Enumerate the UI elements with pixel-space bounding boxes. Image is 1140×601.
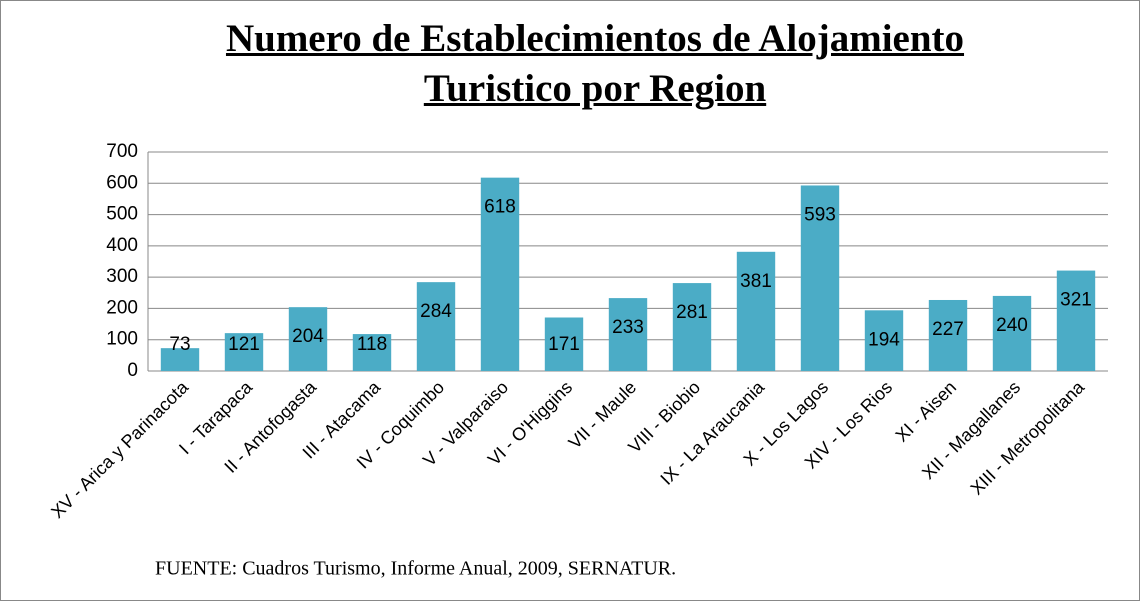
y-tick-label: 600: [106, 172, 138, 193]
data-label: 73: [169, 334, 190, 355]
y-tick-label: 100: [106, 329, 138, 350]
data-label: 118: [357, 334, 387, 355]
data-label: 171: [548, 334, 580, 355]
chart-title: Numero de Establecimientos de Alojamient…: [225, 17, 965, 110]
bar: [288, 307, 328, 371]
data-label: 618: [484, 197, 516, 218]
bar: [224, 333, 264, 371]
bar: [736, 251, 776, 371]
bar: [672, 283, 712, 371]
bar: [1056, 270, 1096, 371]
y-tick-label: 0: [127, 360, 138, 381]
data-label: 204: [292, 326, 324, 347]
data-label: 284: [420, 301, 452, 322]
data-label: 321: [1060, 290, 1092, 311]
data-label: 381: [740, 271, 772, 292]
y-tick-label: 700: [106, 141, 138, 162]
data-label: 240: [996, 315, 1028, 336]
bar: [864, 310, 904, 371]
y-tick-label: 500: [106, 204, 138, 225]
y-tick-label: 400: [106, 235, 138, 256]
y-tick-label: 300: [106, 266, 138, 287]
bar: [544, 317, 584, 371]
bar: [480, 177, 520, 371]
data-label: 233: [612, 317, 644, 338]
data-label: 593: [804, 204, 836, 225]
bar: [992, 295, 1032, 371]
bar: [928, 299, 968, 371]
bar: [352, 334, 392, 371]
y-tick-label: 200: [106, 297, 138, 318]
data-label: 194: [868, 329, 900, 350]
data-label: 121: [228, 334, 260, 355]
bar: [416, 282, 456, 371]
bar: [800, 185, 840, 371]
data-label: 281: [676, 302, 708, 323]
source-note: FUENTE: Cuadros Turismo, Informe Anual, …: [155, 558, 676, 580]
data-label: 227: [932, 319, 964, 340]
bar: [160, 348, 200, 371]
bar: [608, 298, 648, 371]
